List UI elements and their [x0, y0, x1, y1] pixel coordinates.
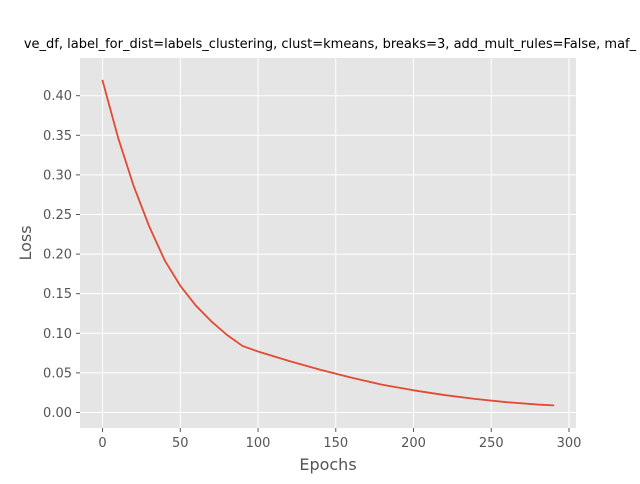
y-tick-label: 0.15: [43, 287, 72, 302]
x-tick-label: 150: [323, 436, 348, 451]
x-tick-label: 50: [172, 436, 189, 451]
x-tick-label: 100: [246, 436, 271, 451]
x-axis-label: Epochs: [299, 455, 356, 474]
y-axis-label: Loss: [16, 225, 35, 260]
series-layer: [101, 79, 555, 407]
x-tick-label: 0: [98, 436, 106, 451]
y-tick-label: 0.25: [43, 208, 72, 223]
y-tick-label: 0.30: [43, 168, 72, 183]
y-tick-label: 0.35: [43, 129, 72, 144]
x-tick-label: 300: [557, 436, 582, 451]
grid: [80, 58, 576, 428]
y-tick-label: 0.40: [43, 89, 72, 104]
plot-area: [80, 58, 576, 428]
x-tick-label: 250: [479, 436, 504, 451]
y-tick-label: 0.00: [43, 406, 72, 421]
x-tick-label: 200: [401, 436, 426, 451]
chart-title: ve_df, label_for_dist=labels_clustering,…: [24, 37, 637, 52]
loss-line: [101, 79, 555, 407]
y-tick-label: 0.20: [43, 248, 72, 263]
y-tick-label: 0.10: [43, 327, 72, 342]
y-tick-label: 0.05: [43, 366, 72, 381]
ticks: 0 50 100 150 200 250 300 0.00 0.05 0.10 0.15 0.20 0.…: [43, 89, 581, 451]
